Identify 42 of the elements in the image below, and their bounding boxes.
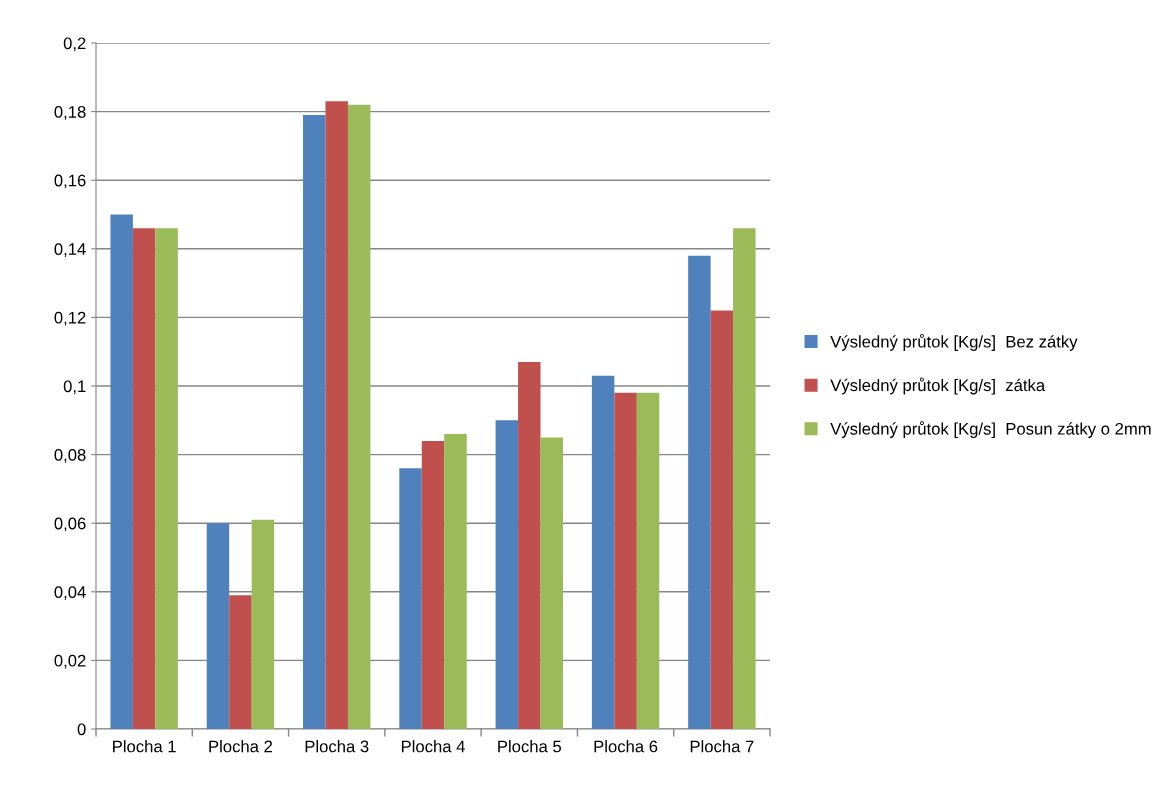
x-tick-label: Plocha 6 (594, 740, 658, 753)
y-tick-label: 0,18 (54, 106, 86, 120)
bar (303, 115, 326, 729)
bar (155, 228, 178, 729)
legend-label: Výsledný průtok [Kg/s] Posun zátky o 2mm (830, 421, 1151, 439)
y-tick-label: 0,2 (63, 37, 86, 52)
x-tick-label: Plocha 2 (209, 740, 273, 753)
bar (251, 519, 275, 729)
bar (110, 214, 133, 729)
bar (347, 104, 371, 729)
x-tick-label: Plocha 7 (690, 740, 754, 753)
y-tick-label: 0,1 (63, 380, 86, 395)
bar (591, 375, 615, 729)
y-tick-label: 0,12 (54, 311, 86, 326)
y-tick-label: 0,14 (54, 243, 86, 257)
y-tick-label: 0,02 (54, 654, 86, 669)
bar (518, 361, 541, 729)
x-tick-label: Plocha 5 (498, 740, 562, 753)
bar (421, 440, 445, 729)
x-tick-label: Plocha 1 (113, 740, 176, 753)
bar (688, 255, 711, 729)
bar (733, 228, 756, 729)
x-tick-label: Plocha 3 (305, 740, 369, 753)
bar (710, 310, 734, 729)
bar (325, 101, 348, 729)
legend-label: Výsledný průtok [Kg/s] zátka (830, 377, 1046, 395)
y-tick-label: 0 (77, 723, 86, 736)
y-tick-label: 0,06 (54, 517, 86, 532)
legend-label: Výsledný průtok [Kg/s] Bez zátky (830, 333, 1078, 351)
bar (229, 595, 252, 729)
x-tick-label: Plocha 4 (401, 740, 465, 753)
bar (636, 392, 660, 729)
bar (132, 228, 156, 729)
y-tick-label: 0,04 (54, 586, 86, 600)
bar (444, 434, 467, 729)
bar (614, 392, 637, 729)
bar (206, 523, 230, 729)
y-tick-label: 0,08 (54, 449, 86, 463)
y-tick-label: 0,16 (54, 174, 86, 189)
bar (495, 420, 519, 729)
bar (399, 468, 422, 729)
bar (540, 437, 563, 729)
